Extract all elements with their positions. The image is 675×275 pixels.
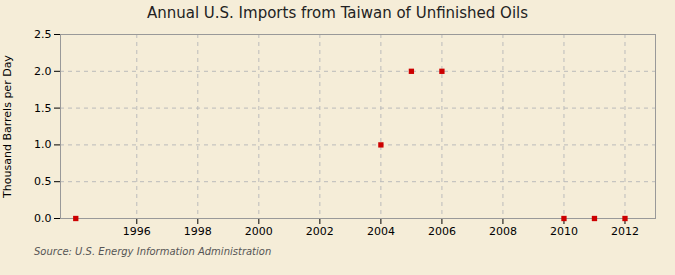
svg-text:0.5: 0.5	[34, 175, 52, 188]
svg-text:1996: 1996	[123, 225, 151, 238]
svg-text:Thousand Barrels per Day: Thousand Barrels per Day	[1, 55, 14, 199]
svg-text:2004: 2004	[367, 225, 395, 238]
svg-text:2.0: 2.0	[34, 65, 52, 78]
svg-text:2000: 2000	[245, 225, 273, 238]
svg-text:0.0: 0.0	[34, 212, 52, 225]
svg-text:2008: 2008	[489, 225, 517, 238]
svg-text:2002: 2002	[306, 225, 334, 238]
svg-text:1.5: 1.5	[34, 102, 52, 115]
svg-text:1998: 1998	[184, 225, 212, 238]
svg-text:2010: 2010	[550, 225, 578, 238]
svg-text:2006: 2006	[428, 225, 456, 238]
html-text:Source: U.S. Energy Informatio: Source: U.S. Energy Information Administ…	[34, 246, 272, 257]
svg-text:2012: 2012	[611, 225, 639, 238]
svg-text:2.5: 2.5	[34, 28, 52, 41]
html-text:Annual U.S. Imports from Taiwa: Annual U.S. Imports from Taiwan of Unfin…	[146, 4, 529, 22]
svg-text:1.0: 1.0	[34, 138, 52, 151]
